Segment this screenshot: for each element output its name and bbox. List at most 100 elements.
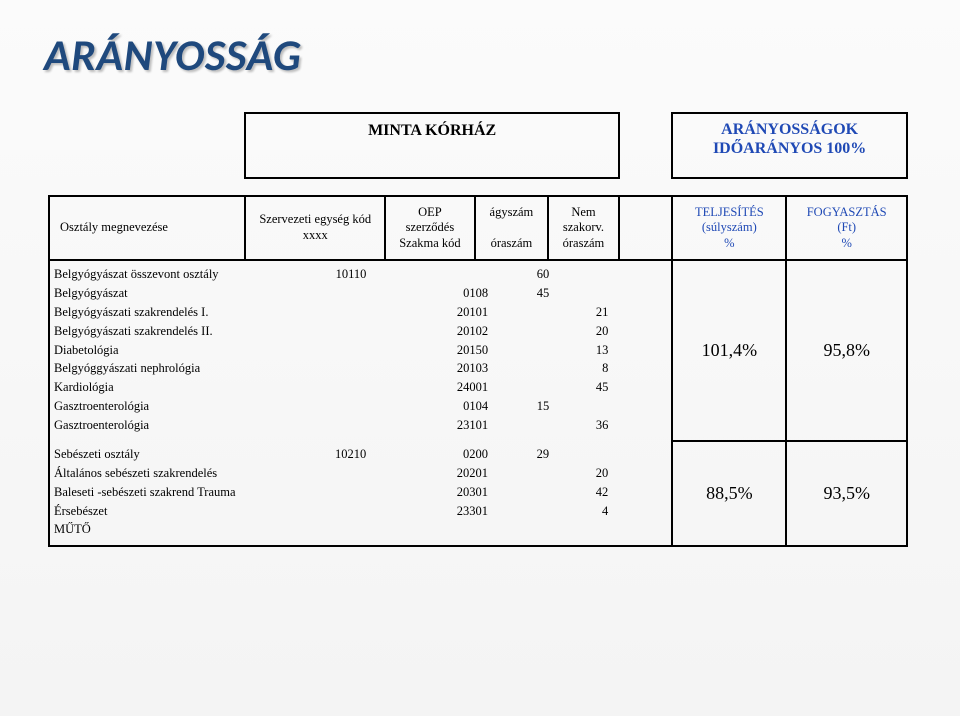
row-orgcode: [287, 378, 415, 397]
row-orgcode: [287, 359, 415, 378]
table-row: Belgyógyászati szakrendelés II.2010220: [50, 322, 671, 341]
row-orgcode: 10110: [287, 265, 415, 284]
table-row: Belgyógyászat összevont osztály1011060: [50, 265, 671, 284]
row-beds: [492, 359, 553, 378]
row-name: Baleseti -sebészeti szakrend Trauma: [50, 483, 287, 502]
row-blank: [612, 341, 671, 360]
row-hours: 36: [553, 416, 612, 435]
row-beds: [492, 378, 553, 397]
col-header-beds-l1: ágyszám: [490, 205, 534, 219]
row-name: Belgyóggyászati nephrológia: [50, 359, 287, 378]
row-beds: 60: [492, 265, 553, 284]
row-oep: [415, 520, 492, 539]
row-blank: [612, 303, 671, 322]
row-orgcode: [287, 464, 415, 483]
group1-consumption: 95,8%: [786, 260, 907, 441]
row-blank: [612, 265, 671, 284]
col-header-beds: ágyszám óraszám: [475, 196, 548, 260]
row-beds: [492, 483, 553, 502]
row-blank: [612, 284, 671, 303]
row-name: MŰTŐ: [50, 520, 287, 539]
inner-rows-1: Belgyógyászat összevont osztály1011060Be…: [50, 265, 671, 435]
row-orgcode: 10210: [287, 445, 415, 464]
row-hours: 42: [553, 483, 612, 502]
table-row: Általános sebészeti szakrendelés2020120: [50, 464, 671, 483]
row-name: Belgyógyászati szakrendelés I.: [50, 303, 287, 322]
table-column-headers: Osztály megnevezése Szervezeti egység kó…: [49, 196, 907, 260]
col-header-nonspec: Nem szakorv. óraszám: [548, 196, 619, 260]
row-orgcode: [287, 322, 415, 341]
row-oep: 20201: [415, 464, 492, 483]
row-hours: 20: [553, 464, 612, 483]
table-row: Gasztroenterológia 010415: [50, 397, 671, 416]
row-orgcode: [287, 341, 415, 360]
table-body-group1: Belgyógyászat összevont osztály1011060Be…: [49, 260, 907, 441]
row-oep: [415, 265, 492, 284]
col-header-orgcode: Szervezeti egység kód xxxx: [245, 196, 385, 260]
page: ARÁNYOSSÁG MINTA KÓRHÁZ ARÁNYOSSÁGOK IDŐ…: [0, 0, 960, 716]
col-header-nonspec-l3: óraszám: [563, 236, 605, 250]
row-name: Érsebészet: [50, 502, 287, 521]
col-header-dept-label: Osztály megnevezése: [60, 220, 168, 234]
col-header-orgcode-l2: xxxx: [303, 228, 328, 242]
col-header-nonspec-l1: Nem: [571, 205, 595, 219]
group1-performance: 101,4%: [672, 260, 786, 441]
blank-cell: [49, 113, 245, 178]
table-row: Érsebészet 23301 4: [50, 502, 671, 521]
row-hours: 8: [553, 359, 612, 378]
row-beds: [492, 303, 553, 322]
row-hours: 45: [553, 378, 612, 397]
col-header-cons-l2: (Ft): [837, 220, 856, 234]
col-header-oep-l3: Szakma kód: [399, 236, 460, 250]
row-orgcode: [287, 284, 415, 303]
row-hours: 4: [553, 502, 612, 521]
row-beds: [492, 464, 553, 483]
row-orgcode: [287, 416, 415, 435]
table-row: Belgyógyászati szakrendelés I. 20101 21: [50, 303, 671, 322]
row-beds: 15: [492, 397, 553, 416]
table-row: Baleseti -sebészeti szakrend Trauma 20301…: [50, 483, 671, 502]
data-table: MINTA KÓRHÁZ ARÁNYOSSÁGOK IDŐARÁNYOS 100…: [48, 112, 908, 547]
row-oep: 23101: [415, 416, 492, 435]
row-orgcode: [287, 483, 415, 502]
row-hours: [553, 284, 612, 303]
col-header-blank: [619, 196, 672, 260]
row-blank: [612, 520, 671, 539]
row-oep: 20101: [415, 303, 492, 322]
row-oep: 20150: [415, 341, 492, 360]
row-hours: [553, 445, 612, 464]
row-beds: [492, 502, 553, 521]
row-oep: 0108: [415, 284, 492, 303]
col-header-orgcode-l1: Szervezeti egység kód: [259, 212, 371, 226]
hospital-name-cell: MINTA KÓRHÁZ: [245, 113, 618, 178]
row-hours: [553, 397, 612, 416]
group2-performance-value: 88,5%: [706, 483, 753, 503]
row-oep: 0104: [415, 397, 492, 416]
blank-cell: [619, 113, 672, 178]
table-row: Kardiológia2400145: [50, 378, 671, 397]
hospital-name: MINTA KÓRHÁZ: [368, 122, 496, 139]
col-header-perf-l3: %: [724, 236, 734, 250]
col-header-oep-l2: szerződés: [406, 220, 455, 234]
row-hours: [553, 265, 612, 284]
row-beds: 45: [492, 284, 553, 303]
row-hours: 13: [553, 341, 612, 360]
group2-consumption-value: 93,5%: [823, 483, 870, 503]
col-header-cons-l3: %: [841, 236, 851, 250]
row-beds: 29: [492, 445, 553, 464]
row-beds: [492, 322, 553, 341]
row-orgcode: [287, 303, 415, 322]
row-oep: 20301: [415, 483, 492, 502]
ratio-header-line1: ARÁNYOSSÁGOK: [721, 121, 858, 138]
row-blank: [612, 397, 671, 416]
rows-block-2: Sebészeti osztály10210020029Általános se…: [49, 441, 672, 546]
table-header-top: MINTA KÓRHÁZ ARÁNYOSSÁGOK IDŐARÁNYOS 100…: [49, 113, 907, 178]
row-name: Gasztroenterológia: [50, 397, 287, 416]
row-oep: 23301: [415, 502, 492, 521]
table-row: Sebészeti osztály10210020029: [50, 445, 671, 464]
col-header-oep: OEP szerződés Szakma kód: [385, 196, 475, 260]
row-hours: 21: [553, 303, 612, 322]
row-blank: [612, 502, 671, 521]
row-orgcode: [287, 397, 415, 416]
row-name: Diabetológia: [50, 341, 287, 360]
